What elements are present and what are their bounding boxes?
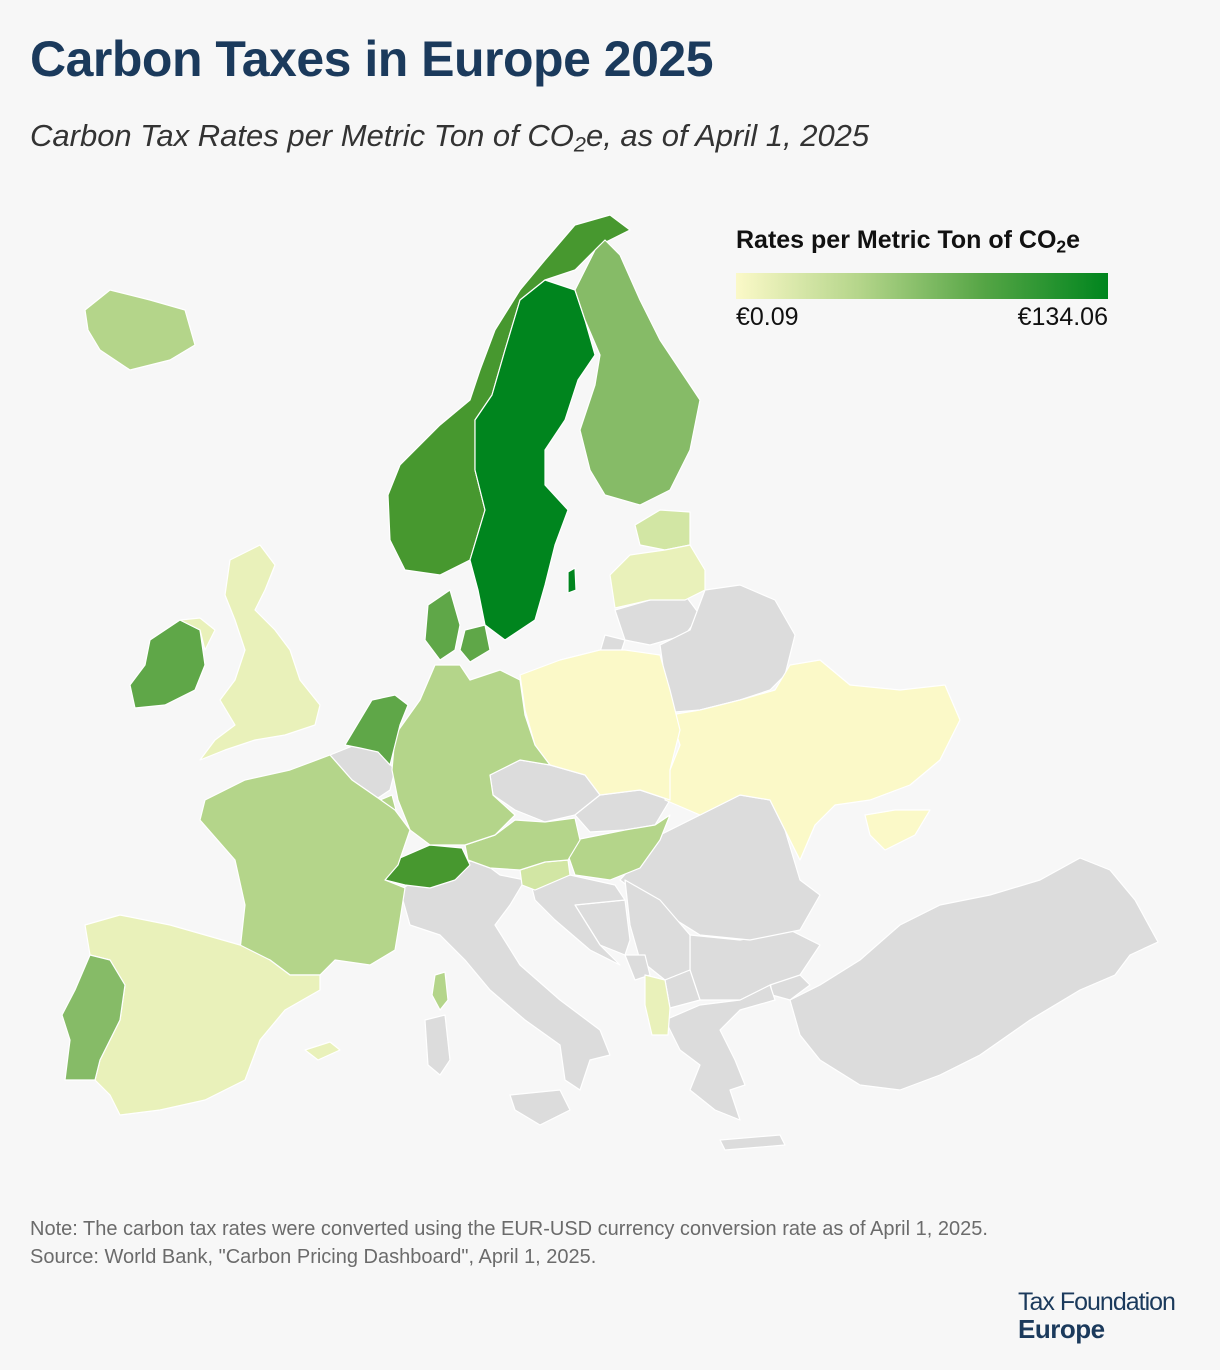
- legend-gradient: [736, 273, 1108, 300]
- country-ireland: [129, 619, 206, 709]
- legend-title: Rates per Metric Ton of CO2e: [736, 226, 1081, 257]
- chart-subtitle: Carbon Tax Rates per Metric Ton of CO2e,…: [30, 118, 870, 157]
- country-germany: [391, 664, 551, 846]
- country-italy: [399, 859, 611, 1091]
- country-sardinia: [424, 1014, 451, 1076]
- source-text: Source: World Bank, "Carbon Pricing Dash…: [30, 1246, 597, 1268]
- country-crete: [719, 1134, 786, 1151]
- country-austria: [464, 817, 581, 871]
- europe-map: [61, 214, 1159, 1151]
- country-netherlands: [344, 694, 409, 766]
- legend: Rates per Metric Ton of CO2e €0.09 €134.…: [736, 226, 1108, 332]
- country-united-kingdom: [199, 544, 321, 761]
- country-switzerland: [384, 844, 471, 889]
- country-balearics: [304, 1041, 341, 1061]
- country-estonia: [634, 509, 691, 551]
- country-turkey: [789, 857, 1159, 1091]
- country-montenegro: [624, 954, 651, 981]
- chart-title: Carbon Taxes in Europe 2025: [30, 31, 714, 87]
- legend-max-label: €134.06: [1017, 303, 1108, 332]
- country-albania: [644, 974, 671, 1036]
- country-denmark: [424, 589, 461, 661]
- note-text: Note: The carbon tax rates were converte…: [30, 1218, 988, 1240]
- legend-min-label: €0.09: [736, 303, 799, 332]
- country-crimea: [864, 809, 931, 851]
- brand-logo: Tax Foundation Europe: [1018, 1288, 1176, 1344]
- country-sweden: [469, 279, 596, 641]
- country-iceland: [84, 289, 196, 371]
- country-ukraine: [664, 659, 961, 861]
- country-denmark-zealand: [459, 624, 491, 663]
- country-gotland: [567, 567, 577, 594]
- brand-line-2: Europe: [1018, 1314, 1105, 1344]
- country-croatia: [529, 874, 626, 966]
- country-corsica: [431, 971, 449, 1011]
- country-finland: [574, 239, 701, 506]
- country-sicily: [509, 1089, 571, 1126]
- country-northern-ireland: [179, 617, 216, 651]
- country-hungary: [567, 814, 671, 881]
- footnotes: Note: The carbon tax rates were converte…: [30, 1215, 988, 1271]
- country-france: [199, 754, 411, 976]
- brand-line-1: Tax Foundation: [1018, 1288, 1176, 1316]
- country-latvia: [609, 544, 706, 609]
- country-portugal: [61, 954, 126, 1081]
